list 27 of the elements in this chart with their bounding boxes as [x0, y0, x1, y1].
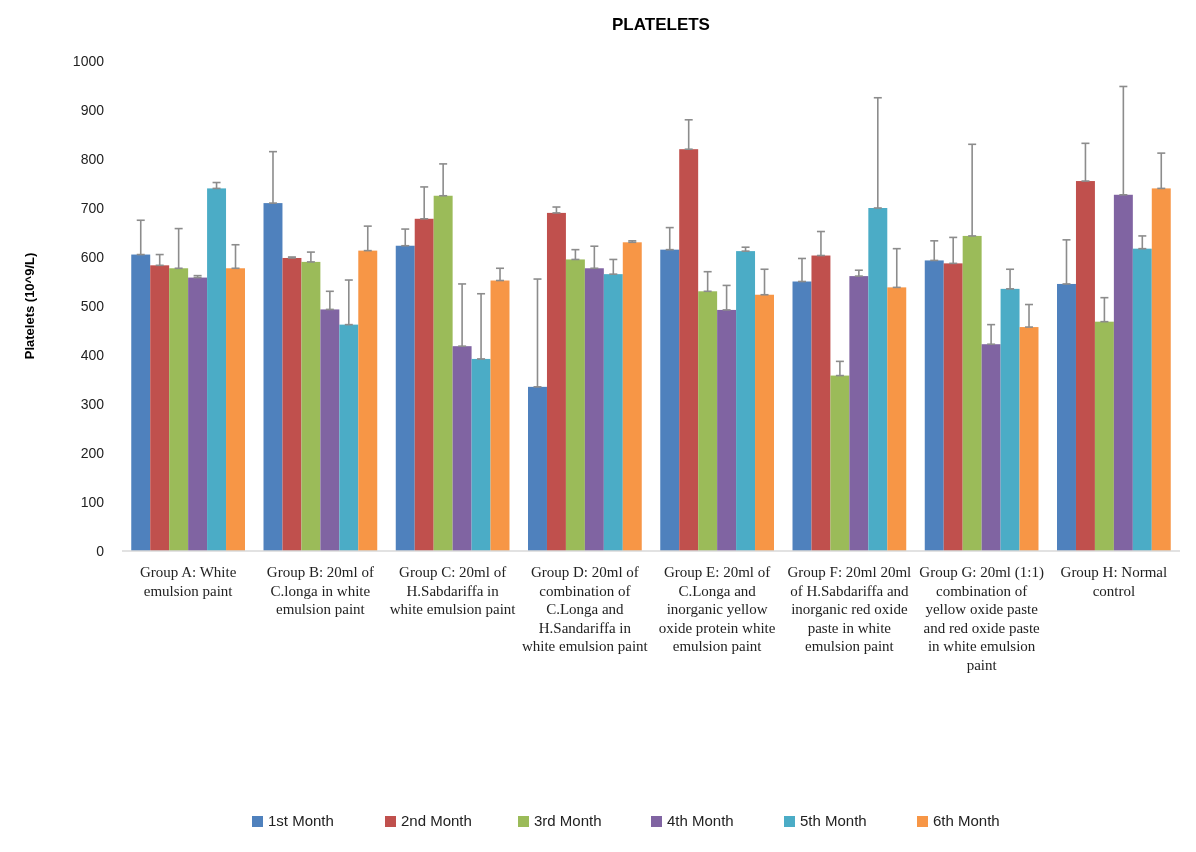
y-axis-title: Platelets (10^9/L) — [22, 252, 37, 360]
chart-title: PLATELETS — [612, 15, 710, 34]
y-tick-label: 900 — [80, 101, 105, 118]
y-tick-label: 300 — [80, 395, 105, 412]
legend-label: 3rd Month — [534, 812, 602, 829]
legend-label: 5th Month — [800, 812, 867, 829]
legend-label: 2nd Month — [401, 812, 472, 829]
y-tick-label: 500 — [80, 297, 105, 314]
y-tick-label: 200 — [80, 444, 105, 461]
x-tick-label: Group E: 20ml of C.Longa and inorganic yellow oxide protein white emulsion paint — [658, 564, 776, 654]
legend-label: 1st Month — [268, 812, 334, 829]
legend-label: 4th Month — [667, 812, 734, 829]
y-tick-label: 800 — [80, 150, 105, 167]
x-tick-label: Group H: Normal control — [1060, 564, 1168, 599]
x-tick-label: Group B: 20ml of C.longa in white emulsion paint — [266, 564, 374, 617]
x-tick-label: Group C: 20ml of H.Sabdariffa in white emulsion paint — [389, 564, 517, 617]
y-tick-label: 700 — [80, 199, 105, 216]
y-tick-label: 600 — [80, 248, 105, 265]
x-tick-label: Group F: 20ml 20ml of H.Sabdariffa and inorganic red oxide paste in white emulsion paint — [787, 564, 912, 654]
legend-label: 6th Month — [933, 812, 1000, 829]
x-tick-label: Group A: White emulsion paint — [139, 564, 237, 599]
y-tick-label: 0 — [96, 542, 105, 559]
x-tick-label: Group D: 20ml of combination of C.Longa and H.Sandariffa in white emulsion paint — [521, 564, 649, 654]
y-tick-label: 1000 — [72, 52, 105, 69]
y-tick-label: 400 — [80, 346, 105, 363]
y-tick-label: 100 — [80, 493, 105, 510]
x-tick-label: Group G: 20ml (1:1) combination of yellow oxide paste and red oxide paste in white emulsion paint — [919, 564, 1044, 673]
